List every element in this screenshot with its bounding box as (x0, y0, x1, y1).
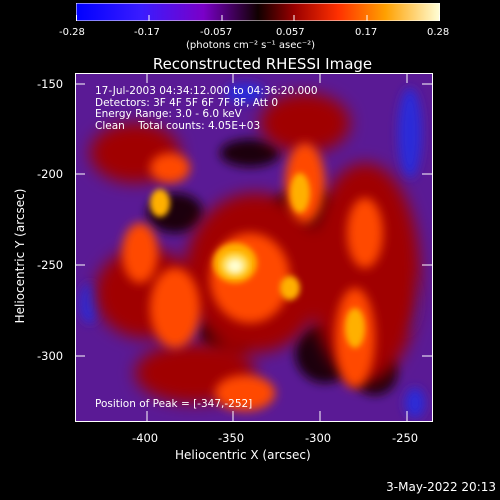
colorbar-tick-5: 0.28 (427, 27, 450, 38)
rhessi-image-heatmap (75, 73, 432, 421)
colorbar-tick-2: -0.057 (200, 27, 233, 38)
y-axis-ticks (75, 83, 432, 357)
colorbar-tick-1: -0.17 (134, 27, 160, 38)
peak-position-text: Position of Peak = [-347,-252] (95, 398, 253, 410)
y-tick-label: -150 (37, 77, 64, 91)
rhessi-image (75, 73, 432, 421)
plot-title: Reconstructed RHESSI Image (152, 55, 373, 73)
x-tick-label: -400 (132, 431, 159, 445)
image-info: 17-Jul-2003 04:34:12.000 to 04:36:20.000… (95, 85, 318, 132)
y-axis-label: Heliocentric Y (arcsec) (13, 188, 27, 324)
y-tick-label: -250 (37, 258, 64, 272)
x-axis-ticks (146, 73, 408, 421)
energy-range-text: Energy Range: 3.0 - 6.0 keV (95, 108, 242, 120)
detectors-text: Detectors: 3F 4F 5F 6F 7F 8F, Att 0 (95, 96, 279, 109)
x-tick-label: -250 (392, 431, 419, 445)
colorbar-tick-4: 0.17 (355, 27, 378, 38)
colorbar-tick-0: -0.28 (59, 27, 85, 38)
footer-date: 3-May-2022 20:13 (386, 480, 496, 494)
time-range-text: 17-Jul-2003 04:34:12.000 to 04:36:20.000 (95, 85, 318, 97)
y-tick-label: -300 (37, 349, 64, 363)
x-tick-label: -350 (218, 431, 245, 445)
x-tick-label: -300 (305, 431, 332, 445)
colorbar-unit-label: (photons cm⁻² s⁻¹ asec⁻²) (186, 40, 316, 51)
method-counts-text: Clean Total counts: 4.05E+03 (95, 119, 261, 132)
colorbar-tick-3: 0.057 (276, 27, 305, 38)
x-axis-label: Heliocentric X (arcsec) (175, 448, 311, 462)
y-tick-label: -200 (37, 167, 64, 181)
